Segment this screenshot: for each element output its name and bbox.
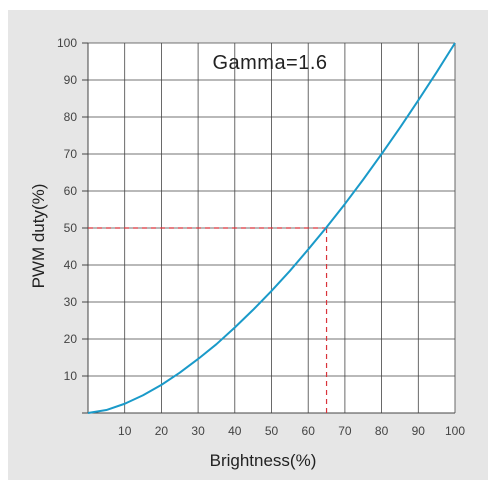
y-tick-label: 50 [64, 221, 78, 235]
grid-lines [82, 42, 456, 414]
y-tick-label: 40 [64, 258, 78, 272]
curve-layer [87, 42, 456, 414]
x-tick-label: 50 [265, 424, 279, 438]
gamma-annotation: Gamma=1.6 [212, 52, 327, 74]
y-tick-label: 70 [64, 147, 78, 161]
y-tick-label: 80 [64, 110, 78, 124]
y-tick-label: 20 [64, 332, 78, 346]
y-tick-label: 10 [64, 369, 78, 383]
x-tick-label: 10 [118, 424, 132, 438]
x-tick-label: 60 [302, 424, 316, 438]
tick-labels: 10 20 30 40 50 60 70 80 90 100 10 20 30 40 50 60 70 80 90 1… [57, 36, 465, 438]
x-tick-label: 30 [191, 424, 205, 438]
x-axis-title: Brightness(%) [210, 451, 317, 470]
y-tick-label: 30 [64, 295, 78, 309]
gamma-curve-line [87, 42, 456, 414]
x-tick-label: 70 [338, 424, 352, 438]
x-tick-label: 40 [228, 424, 242, 438]
y-tick-label: 60 [64, 184, 78, 198]
reference-lines [88, 227, 328, 413]
x-tick-label: 20 [155, 424, 169, 438]
y-axis-title: PWM duty(%) [29, 184, 48, 289]
x-tick-label: 80 [375, 424, 389, 438]
x-tick-label: 90 [412, 424, 426, 438]
y-tick-label: 90 [64, 73, 78, 87]
y-tick-label: 100 [57, 36, 77, 50]
x-tick-label: 100 [445, 424, 465, 438]
